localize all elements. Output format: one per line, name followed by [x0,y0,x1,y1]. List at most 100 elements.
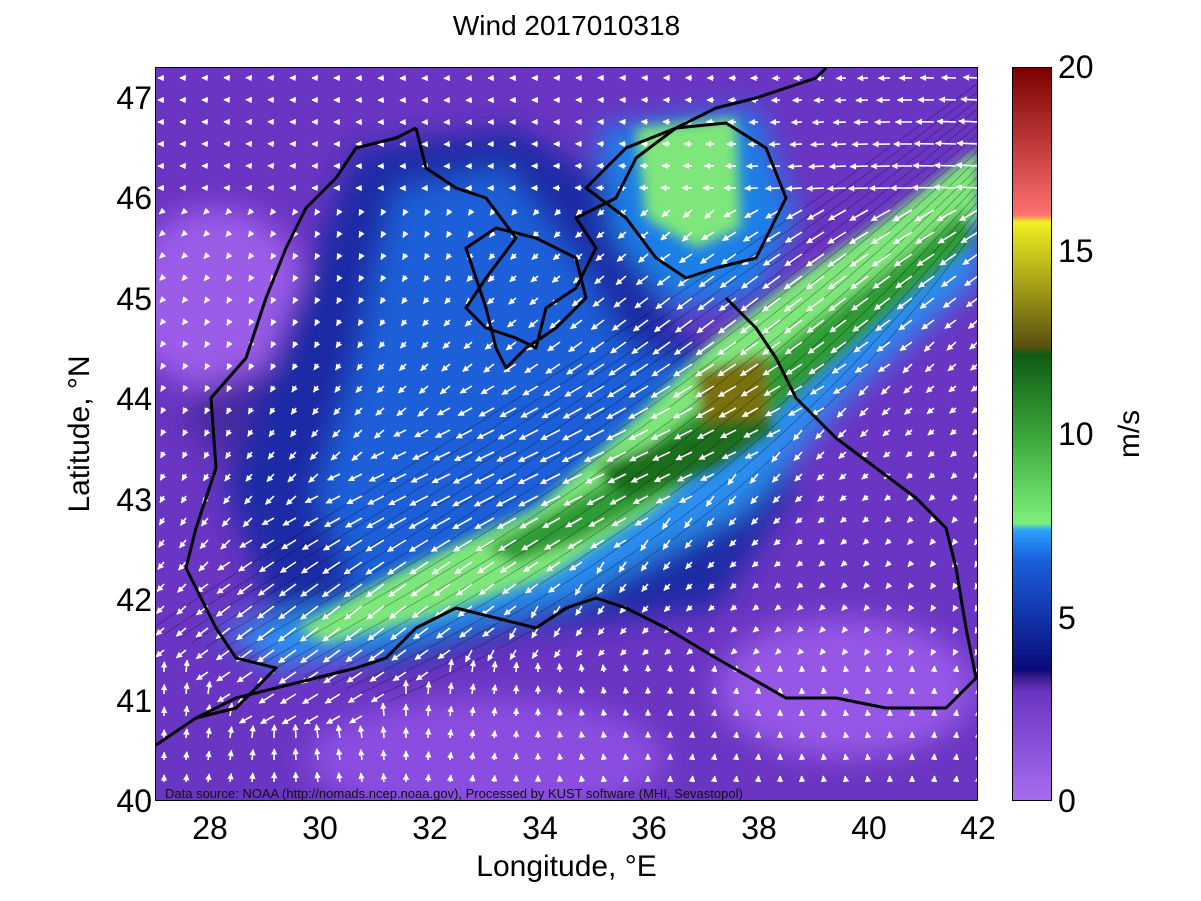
wind-vector-arrow [885,604,893,612]
wind-vector-arrow [321,605,341,620]
wind-vector-arrow [159,340,167,348]
wind-vector-arrow [952,687,960,695]
wind-vector-arrow [159,495,166,504]
wind-vector-arrow [884,538,892,545]
wind-vector-arrow [816,473,825,481]
wind-vector-arrow [620,648,627,656]
wind-vector-arrow [505,341,517,351]
wind-vector-arrow [366,517,385,529]
wind-vector-arrow [940,74,957,81]
wind-vector-arrow [541,407,561,419]
wind-vector-arrow [784,341,803,355]
wind-vector-arrow [964,275,977,287]
wind-vector-arrow [182,429,189,437]
wind-vector-arrow [553,231,561,238]
wind-vector-arrow [939,253,957,266]
wind-vector-arrow [863,648,871,656]
wind-vector-arrow [578,753,586,761]
wind-vector-arrow [156,649,165,658]
strong-wind-band [486,208,971,563]
wind-vector-arrow [434,429,451,439]
isotach-line [177,100,977,639]
wind-vector-arrow [819,648,827,656]
wind-vector-arrow [183,773,190,783]
wind-vector-arrow [238,561,253,572]
wind-vector-arrow [467,208,475,216]
wind-vector-arrow [927,450,935,458]
wind-vector-arrow [325,495,341,504]
wind-vector-arrow [729,539,737,547]
wind-vector-arrow [952,626,959,634]
wind-vector-arrow [195,627,209,638]
wind-vector-arrow [640,561,649,572]
wind-vector-arrow [677,473,693,482]
wind-vector-arrow [553,649,561,658]
wind-vector-arrow [930,665,938,673]
wind-vector-arrow [875,319,891,332]
wind-vector-arrow [397,385,407,394]
wind-vector-arrow [742,231,759,242]
wind-vector-arrow [864,731,872,739]
wind-vector-arrow [396,407,407,417]
wind-vector-arrow [181,473,188,481]
wind-vector-arrow [854,363,869,374]
wind-vector-arrow [688,665,696,673]
wind-vector-arrow [326,715,341,725]
wind-vector-arrow [358,296,365,305]
wind-vector-arrow [851,297,869,312]
wind-vector-arrow [436,627,451,639]
wind-vector-arrow [367,627,385,641]
wind-vector-arrow [357,319,365,327]
wind-vector-arrow [619,627,627,635]
wind-vector-arrow [811,119,825,126]
wind-vector-arrow [159,251,166,259]
wind-vector-arrow [466,274,474,282]
wind-vector-arrow [951,538,959,546]
wind-vector-arrow [309,451,319,461]
wind-vector-arrow [815,429,825,440]
wind-vector-arrow [842,687,850,695]
wind-vector-arrow [554,208,562,216]
wind-vector-arrow [972,428,977,436]
wind-vector-arrow [972,450,977,458]
wind-vector-arrow [156,627,165,636]
wind-vector-arrow [586,495,605,506]
wind-vector-arrow [358,772,365,783]
wind-vector-arrow [640,539,649,552]
wind-vector-arrow [333,407,341,416]
wind-vector-arrow [569,319,583,330]
wind-vector-arrow [921,319,935,330]
wind-vector-arrow [847,185,869,192]
wind-vector-arrow [258,693,275,704]
wind-vector-arrow [551,275,561,283]
wind-vector-arrow [584,451,605,463]
wind-vector-arrow [336,748,343,761]
wind-vector-arrow [388,495,407,506]
wind-vector-arrow [292,747,299,761]
wind-vector-arrow [308,473,319,483]
wind-vector-arrow [952,709,960,717]
wind-vector-arrow [459,627,473,638]
jet-fringe [216,189,977,668]
wind-vector-arrow [282,517,297,526]
wind-vector-arrow [686,626,694,634]
wind-vector-arrow [568,341,583,353]
wind-vector-arrow [491,660,498,673]
wind-vector-arrow [705,495,715,507]
wind-vector-arrow [215,627,231,640]
wind-vector-arrow [408,517,429,530]
wind-vector-arrow [476,429,495,440]
wind-vector-arrow [707,582,715,590]
wind-vector-arrow [622,775,630,783]
wind-vector-arrow [842,753,850,761]
wind-vector-arrow [248,318,255,326]
wind-vector-arrow [344,605,363,620]
wind-vector-arrow [588,517,605,528]
wind-vector-arrow [290,407,298,415]
isotach-line [303,176,977,677]
wind-vector-arrow [606,451,627,462]
wind-vector-arrow [245,473,253,482]
wind-vector-arrow [578,731,586,739]
wind-vector-arrow [556,685,564,695]
wind-vector-arrow [183,682,190,695]
